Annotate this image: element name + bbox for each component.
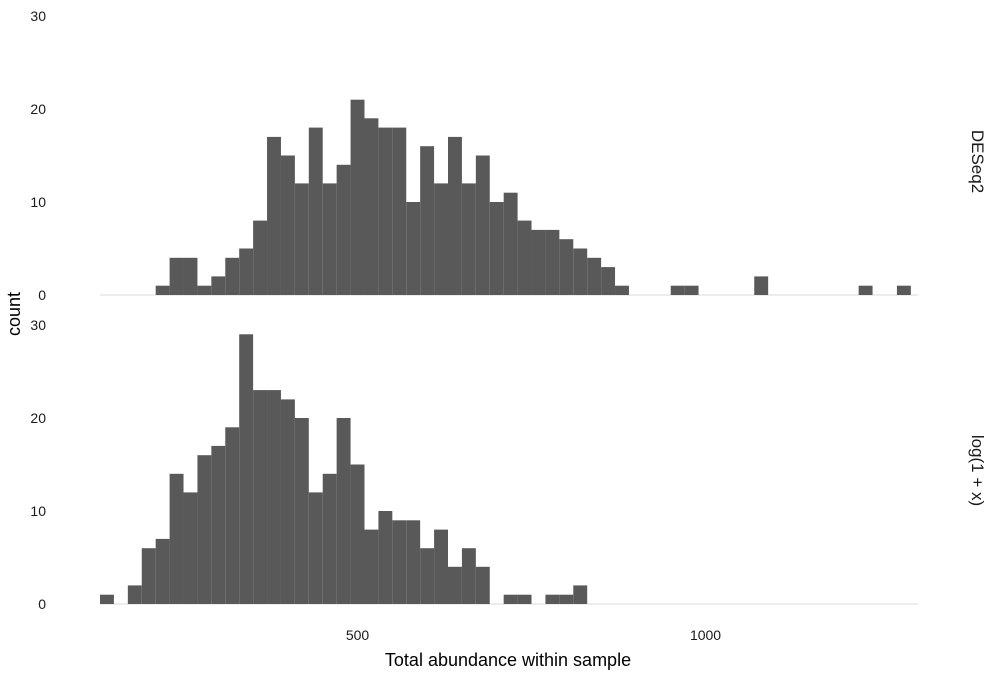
histogram-bar	[573, 248, 588, 295]
y-tick-label: 0	[38, 596, 46, 612]
histogram-bar	[378, 511, 393, 604]
histogram-bar	[336, 164, 351, 295]
histogram-bar	[896, 285, 911, 295]
y-tick-label: 0	[38, 287, 46, 303]
histogram-bar	[294, 183, 309, 295]
histogram-bar	[350, 99, 365, 295]
y-tick-label: 20	[30, 101, 46, 117]
histogram-bar	[461, 548, 476, 604]
histogram-bar	[378, 127, 393, 295]
histogram-bar	[225, 427, 240, 604]
histogram-bar	[253, 220, 268, 295]
facet-strip-label: log(1 + x)	[968, 435, 987, 506]
histogram-bar	[587, 257, 602, 295]
histogram-bar	[461, 183, 476, 295]
histogram-bar	[858, 285, 873, 295]
histogram-bar	[183, 257, 198, 295]
histogram-bar	[308, 127, 323, 295]
x-axis-title: Total abundance within sample	[385, 650, 631, 670]
histogram-bar	[267, 136, 281, 295]
x-axis-ticks: 500 1000	[346, 627, 721, 643]
histogram-bar	[294, 418, 309, 604]
histogram-bar	[322, 183, 337, 295]
histogram-bar	[406, 520, 421, 604]
histogram-bar	[531, 229, 546, 295]
histogram-bar	[420, 146, 435, 295]
histogram-bar	[545, 594, 560, 604]
facet-strip-label: DESeq2	[968, 130, 987, 193]
histogram-bar	[406, 202, 421, 295]
histogram-bar	[601, 267, 616, 295]
histogram-bar	[225, 257, 240, 295]
histogram-bar	[197, 455, 212, 604]
histogram-bar	[559, 239, 574, 295]
histogram-bar	[127, 585, 142, 604]
histogram-bar	[364, 118, 379, 295]
histogram-bar	[322, 473, 337, 604]
histogram-bar	[267, 390, 281, 604]
histogram-bar	[392, 127, 407, 295]
histogram-bar	[280, 399, 295, 604]
histogram-bar	[517, 594, 532, 604]
y-tick-label: 10	[30, 503, 46, 519]
histogram-bar	[100, 594, 114, 604]
histogram-bar	[169, 257, 184, 295]
y-tick-label: 20	[30, 410, 46, 426]
facet-panel-0: 0 10 20 30 DESeq2	[30, 8, 987, 303]
histogram-bar	[559, 594, 574, 604]
histogram-bar	[420, 548, 435, 604]
y-tick-label: 10	[30, 194, 46, 210]
histogram-bar	[475, 566, 490, 604]
histogram-bar	[489, 202, 504, 295]
histogram-bar	[503, 192, 518, 295]
histogram-bar	[392, 520, 407, 604]
histogram-bar	[211, 445, 226, 604]
histogram-bar	[336, 418, 351, 604]
histogram-bar	[545, 229, 560, 295]
histogram-bar	[155, 285, 170, 295]
histogram-bar	[448, 566, 462, 604]
histogram-bar	[364, 529, 379, 604]
facet-panels: 0 10 20 30 DESeq2 0 10 20 30 log(1 + x)	[30, 8, 987, 612]
histogram-bar	[197, 285, 212, 295]
y-tick-label: 30	[30, 8, 46, 24]
x-tick-label: 1000	[690, 627, 721, 643]
histogram-bar	[754, 276, 769, 295]
histogram-bar	[434, 529, 448, 604]
histogram-bar	[308, 492, 323, 604]
histogram-bar	[517, 220, 532, 295]
histogram-bar	[253, 390, 268, 604]
histogram-bar	[280, 155, 295, 295]
histogram-bar	[211, 276, 226, 295]
histogram-bar	[670, 285, 685, 295]
histogram-bar	[169, 473, 184, 604]
histogram-bar	[155, 538, 170, 604]
histogram-bar	[239, 248, 254, 295]
histogram-bar	[684, 285, 699, 295]
y-tick-label: 30	[30, 317, 46, 333]
histogram-bar	[503, 594, 518, 604]
histogram-bar	[475, 155, 490, 295]
histogram-bar	[615, 285, 629, 295]
histogram-bar	[183, 492, 198, 604]
histogram-bar	[448, 136, 462, 295]
histogram-bar	[239, 334, 254, 604]
histogram-bar	[350, 464, 365, 604]
histogram-bar	[141, 548, 156, 604]
y-axis-title: count	[4, 292, 24, 336]
histogram-bar	[434, 183, 448, 295]
facet-panel-1: 0 10 20 30 log(1 + x)	[30, 317, 987, 612]
x-tick-label: 500	[346, 627, 370, 643]
histogram-bar	[573, 585, 588, 604]
